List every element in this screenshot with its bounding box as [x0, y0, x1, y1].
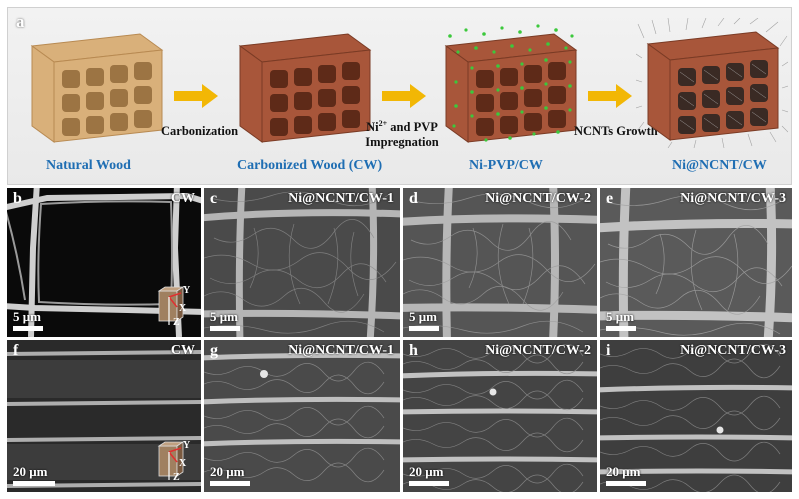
scale-line-g	[210, 481, 250, 486]
sem-image-h	[403, 340, 597, 492]
scale-bar-f: 20 μm	[13, 465, 55, 486]
sem-title-g: Ni@NCNT/CW-1	[288, 343, 394, 358]
sem-title-f: CW	[170, 343, 195, 358]
stage-natural-wood-label: Natural Wood	[46, 158, 131, 173]
step-impregnation-line1: Ni	[366, 120, 379, 135]
scale-bar-b: 5 μm	[13, 310, 43, 331]
scale-label-c: 5 μm	[210, 309, 238, 324]
panel-letter-h: h	[409, 342, 418, 359]
scale-bar-h: 20 μm	[409, 465, 449, 486]
scale-bar-c: 5 μm	[210, 310, 240, 331]
axis-y-label-b: Y	[183, 285, 191, 296]
axis-x-label-f: X	[179, 458, 187, 469]
step-impregnation-label: Ni2+ and PVP Impregnation	[360, 116, 444, 150]
scale-line-c	[210, 326, 240, 331]
sem-panel-h: h Ni@NCNT/CW-2 20 μm	[403, 340, 597, 492]
scale-label-i: 20 μm	[606, 464, 641, 479]
scale-label-f: 20 μm	[13, 464, 48, 479]
sem-panel-f: f CW 20 μm Y X Z	[7, 340, 201, 492]
step-impregnation-line2: Impregnation	[365, 135, 439, 150]
step-carbonization-label: Carbonization	[161, 124, 239, 138]
axis-z-label-f: Z	[173, 472, 180, 483]
sem-image-i	[600, 340, 792, 492]
scale-label-g: 20 μm	[210, 464, 245, 479]
scale-line-i	[606, 481, 646, 486]
panel-letter-b: b	[13, 190, 22, 207]
sem-panel-d: d Ni@NCNT/CW-2 5 μm	[403, 188, 597, 337]
sem-image-e	[600, 188, 792, 337]
scale-label-b: 5 μm	[13, 309, 41, 324]
arrow-impregnation-icon	[382, 84, 426, 108]
sem-panel-g: g Ni@NCNT/CW-1 20 μm	[204, 340, 400, 492]
schematic-panel: a Carbonization	[7, 7, 792, 185]
arrow-growth-icon	[588, 84, 632, 108]
scale-bar-g: 20 μm	[210, 465, 250, 486]
scale-label-h: 20 μm	[409, 464, 444, 479]
panel-letter-f: f	[13, 342, 19, 359]
sem-panel-c: c Ni@NCNT/CW-1 5 μm	[204, 188, 400, 337]
sem-title-i: Ni@NCNT/CW-3	[680, 343, 786, 358]
sem-title-e: Ni@NCNT/CW-3	[680, 191, 786, 206]
scale-label-d: 5 μm	[409, 309, 437, 324]
sem-image-g	[204, 340, 400, 492]
orientation-cube-f	[157, 441, 185, 480]
sem-title-c: Ni@NCNT/CW-1	[288, 191, 394, 206]
ni-pvp-wood-illustration	[444, 24, 578, 143]
scale-bar-i: 20 μm	[606, 465, 646, 486]
panel-letter-i: i	[606, 342, 611, 359]
sem-title-b: CW	[170, 191, 195, 206]
ni-ncnt-wood-illustration	[636, 18, 788, 148]
sem-title-d: Ni@NCNT/CW-2	[485, 191, 591, 206]
orientation-inset-f: Y X Z	[155, 440, 193, 484]
stage-ni-pvp-label: Ni-PVP/CW	[469, 158, 543, 173]
sem-panel-e: e Ni@NCNT/CW-3 5 μm	[600, 188, 792, 337]
orientation-inset-b: Y X Z	[155, 285, 193, 329]
arrow-carbonization-icon	[174, 84, 218, 108]
stage-carbonized-wood-label: Carbonized Wood (CW)	[237, 158, 383, 173]
panel-letter-d: d	[409, 190, 418, 207]
scale-bar-d: 5 μm	[409, 310, 439, 331]
axis-z-label-b: Z	[173, 317, 180, 328]
scale-line-h	[409, 481, 449, 486]
scale-bar-e: 5 μm	[606, 310, 636, 331]
carbonized-wood-illustration	[238, 33, 372, 143]
panel-letter-g: g	[210, 342, 218, 359]
natural-wood-illustration	[30, 33, 164, 143]
orientation-cube-b	[157, 286, 185, 325]
step-impregnation-superscript: 2+	[378, 119, 388, 128]
panel-letter-e: e	[606, 190, 614, 207]
axis-y-label-f: Y	[183, 440, 191, 451]
sem-panel-i: i Ni@NCNT/CW-3 20 μm	[600, 340, 792, 492]
sem-image-d	[403, 188, 597, 337]
scale-line-e	[606, 326, 636, 331]
scale-line-b	[13, 326, 43, 331]
sem-panel-b: b CW 5 μm Y X Z	[7, 188, 201, 337]
panel-letter-a: a	[16, 12, 25, 31]
scale-label-e: 5 μm	[606, 309, 634, 324]
scale-line-f	[13, 481, 55, 486]
stage-ni-ncnt-label: Ni@NCNT/CW	[672, 158, 767, 173]
sem-image-c	[204, 188, 400, 337]
scale-line-d	[409, 326, 439, 331]
sem-title-h: Ni@NCNT/CW-2	[485, 343, 591, 358]
step-growth-label: NCNTs Growth	[574, 124, 658, 138]
step-impregnation-line1-rest: and PVP	[387, 120, 438, 135]
panel-letter-c: c	[210, 190, 218, 207]
axis-x-label-b: X	[179, 303, 187, 314]
